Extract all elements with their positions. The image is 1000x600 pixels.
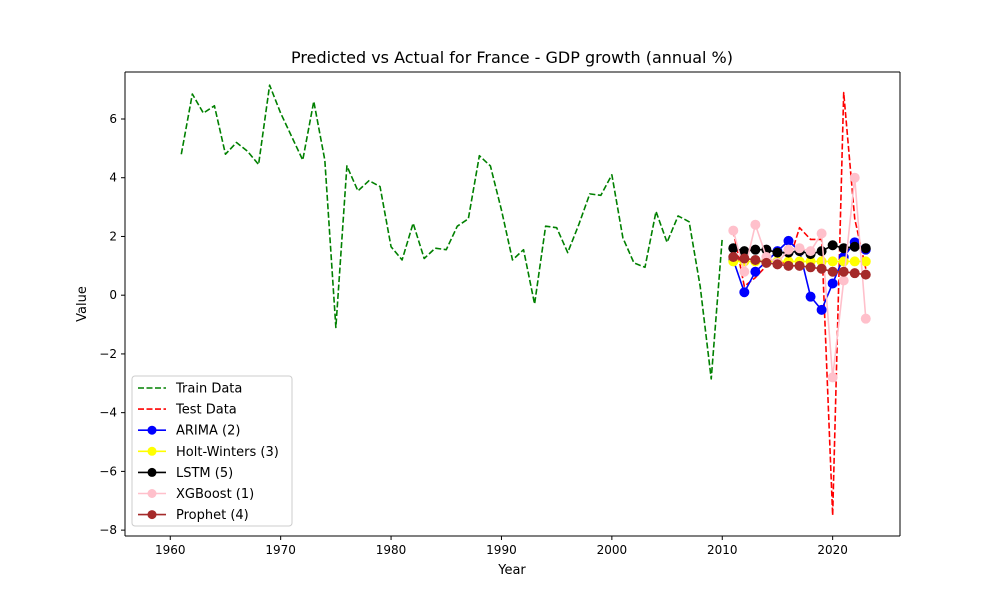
legend-marker	[147, 510, 157, 520]
legend-item-xgboost-1: XGBoost (1)	[138, 487, 254, 502]
data-point-prophet-4	[838, 266, 849, 277]
data-point-prophet-4	[827, 266, 838, 277]
x-tick-label: 1970	[265, 543, 296, 557]
data-point-lstm-5	[816, 246, 827, 257]
data-point-xgboost-1	[849, 172, 860, 183]
data-point-prophet-4	[772, 259, 783, 270]
data-point-arima-2	[783, 235, 794, 246]
data-point-prophet-4	[750, 254, 761, 265]
legend-label: XGBoost (1)	[176, 487, 254, 502]
chart-title: Predicted vs Actual for France - GDP gro…	[291, 48, 733, 67]
data-layer	[180, 84, 871, 517]
x-tick-label: 1960	[155, 543, 186, 557]
legend: Train Data Test Data ARIMA (2) Holt-Winters…	[131, 375, 293, 527]
x-tick-label: 2000	[597, 543, 628, 557]
series-prophet-4	[728, 252, 871, 280]
y-tick-label: −2	[99, 347, 117, 361]
data-point-arima-2	[805, 291, 816, 302]
data-point-prophet-4	[739, 253, 750, 264]
series-line-test-data	[732, 91, 867, 517]
legend-item-holt-winters-3: Holt-Winters (3)	[138, 445, 279, 460]
x-tick-label: 2010	[707, 543, 738, 557]
legend-label: Test Data	[175, 403, 237, 418]
legend-label: Train Data	[175, 382, 242, 397]
x-tick-label: 2020	[817, 543, 848, 557]
data-point-xgboost-1	[750, 219, 761, 230]
data-point-xgboost-1	[816, 228, 827, 239]
data-point-xgboost-1	[783, 244, 794, 255]
data-point-prophet-4	[794, 260, 805, 271]
data-point-arima-2	[750, 266, 761, 277]
y-tick-label: 2	[109, 229, 117, 243]
data-point-holt-winters-3	[827, 256, 838, 267]
legend-box	[131, 375, 293, 527]
series-test-data	[732, 91, 867, 517]
data-point-lstm-5	[750, 244, 761, 255]
y-tick-label: 0	[109, 288, 117, 302]
data-point-xgboost-1	[739, 266, 750, 277]
legend-item-lstm-5: LSTM (5)	[138, 466, 233, 481]
data-point-xgboost-1	[728, 225, 739, 236]
data-point-xgboost-1	[805, 246, 816, 257]
legend-marker	[147, 425, 157, 435]
series-train-data	[180, 84, 724, 380]
data-point-lstm-5	[860, 243, 871, 254]
data-point-holt-winters-3	[860, 256, 871, 267]
legend-item-train-data: Train Data	[138, 382, 242, 397]
y-tick-label: −4	[99, 406, 117, 420]
axes-frame	[124, 71, 901, 537]
legend-label: Prophet (4)	[176, 508, 249, 523]
data-point-prophet-4	[816, 263, 827, 274]
data-point-lstm-5	[827, 240, 838, 251]
series-line-train-data	[180, 84, 724, 380]
data-point-xgboost-1	[794, 243, 805, 254]
data-point-xgboost-1	[860, 313, 871, 324]
y-tick-label: 4	[109, 171, 117, 185]
legend-marker	[147, 489, 157, 498]
data-point-arima-2	[827, 278, 838, 289]
data-point-xgboost-1	[827, 372, 838, 383]
legend-label: ARIMA (2)	[176, 424, 240, 439]
legend-item-prophet-4: Prophet (4)	[138, 508, 249, 523]
data-point-holt-winters-3	[849, 256, 860, 267]
x-ticks: 1960 1970 1980 1990 2000 2010 2020	[155, 536, 848, 557]
legend-item-arima-2: ARIMA (2)	[138, 424, 240, 439]
data-point-lstm-5	[772, 247, 783, 258]
legend-marker	[147, 467, 157, 477]
x-tick-label: 1990	[486, 543, 517, 557]
y-tick-label: −6	[99, 464, 117, 478]
data-point-arima-2	[739, 287, 750, 298]
data-point-prophet-4	[728, 252, 739, 263]
data-point-xgboost-1	[838, 275, 849, 286]
legend-item-test-data: Test Data	[138, 403, 237, 418]
x-tick-label: 1980	[376, 543, 407, 557]
data-point-prophet-4	[849, 268, 860, 279]
legend-label: LSTM (5)	[176, 466, 233, 481]
data-point-lstm-5	[849, 241, 860, 252]
data-point-lstm-5	[838, 243, 849, 254]
y-tick-label: 6	[109, 112, 117, 126]
data-point-prophet-4	[805, 262, 816, 273]
data-point-prophet-4	[761, 257, 772, 268]
x-axis-label: Year	[497, 563, 526, 578]
data-point-prophet-4	[860, 269, 871, 280]
y-axis-label: Value	[75, 286, 90, 322]
data-point-arima-2	[816, 304, 827, 315]
series-lstm-5	[728, 240, 871, 260]
y-tick-label: −8	[99, 523, 117, 537]
y-ticks: −8 −6 −4 −2 0 2 4 6	[99, 112, 125, 537]
legend-marker	[147, 446, 157, 456]
data-point-prophet-4	[783, 260, 794, 271]
legend-label: Holt-Winters (3)	[176, 445, 279, 460]
